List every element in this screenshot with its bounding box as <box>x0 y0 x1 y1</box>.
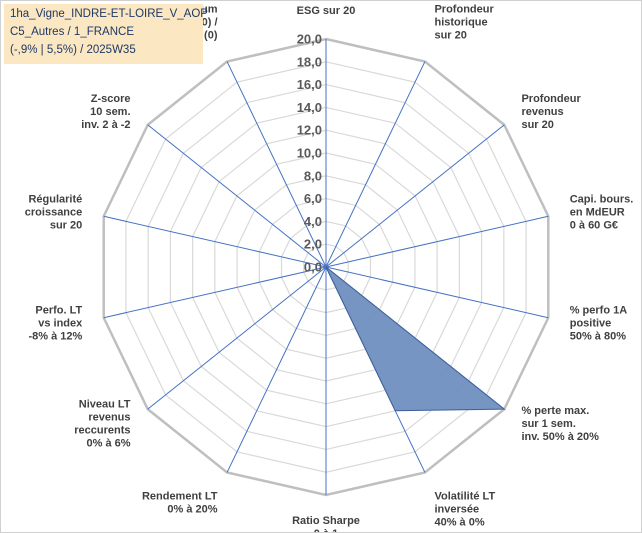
tick-label: 12,0 <box>297 123 322 138</box>
axis-line <box>325 266 549 319</box>
axis-label: Régularité croissance sur 20 <box>25 193 82 231</box>
tick-label: 0,0 <box>304 260 322 275</box>
axis-label: NoteESG sur 20 <box>297 1 356 17</box>
axis-line <box>147 266 327 410</box>
axis-line <box>103 215 327 268</box>
axis-label: Profondeur historique sur 20 <box>434 4 494 42</box>
axis-line <box>325 215 549 268</box>
tick-label: 20,0 <box>297 32 322 47</box>
axis-label: Z-score 10 sem. inv. 2 à -2 <box>81 93 130 131</box>
axis-line <box>226 61 327 268</box>
info-line-3: (-,9% | 5,5%) / 2025W35 <box>10 44 136 56</box>
axis-line <box>103 266 327 319</box>
axis-line <box>325 61 426 268</box>
tick-label: 4,0 <box>304 214 322 229</box>
tick-label: 6,0 <box>304 191 322 206</box>
axis-label: Niveau LT revenus reccurents 0% à 6% <box>74 398 131 449</box>
axis-label: Perfo. LT vs index -8% à 12% <box>28 305 83 343</box>
tick-label: 16,0 <box>297 77 322 92</box>
info-line-1: 1ha_Vigne_INDRE-ET-LOIRE_V_AOP <box>10 8 208 20</box>
series-area <box>325 266 506 412</box>
info-box: 1ha_Vigne_INDRE-ET-LOIRE_V_AOP C5_Autres… <box>4 4 208 64</box>
tick-label: 8,0 <box>304 168 322 183</box>
axis-label: Ratio Sharpe0 à 1 <box>292 515 360 532</box>
tick-label: 2,0 <box>304 237 322 252</box>
axis-label: Volatilité LT inversée 40% à 0% <box>434 490 495 528</box>
tick-label: 14,0 <box>297 100 322 115</box>
axis-line <box>226 266 327 473</box>
axis-line <box>147 124 327 268</box>
axis-label: Profondeur revenus sur 20 <box>521 93 581 131</box>
info-line-2: C5_Autres / 1_FRANCE <box>10 26 134 38</box>
axis-line <box>325 124 505 268</box>
axis-label: % perfo 1A positive 50% à 80% <box>570 305 628 343</box>
tick-label: 10,0 <box>297 146 322 161</box>
axis-label: Rendement LT 0% à 20% <box>142 490 218 515</box>
axis-label: Capi. bours. en MdEUR 0 à 60 G€ <box>570 193 634 231</box>
tick-label: 18,0 <box>297 54 322 69</box>
axis-label: % perte max. sur 1 sem. inv. 50% à 20% <box>521 405 599 443</box>
